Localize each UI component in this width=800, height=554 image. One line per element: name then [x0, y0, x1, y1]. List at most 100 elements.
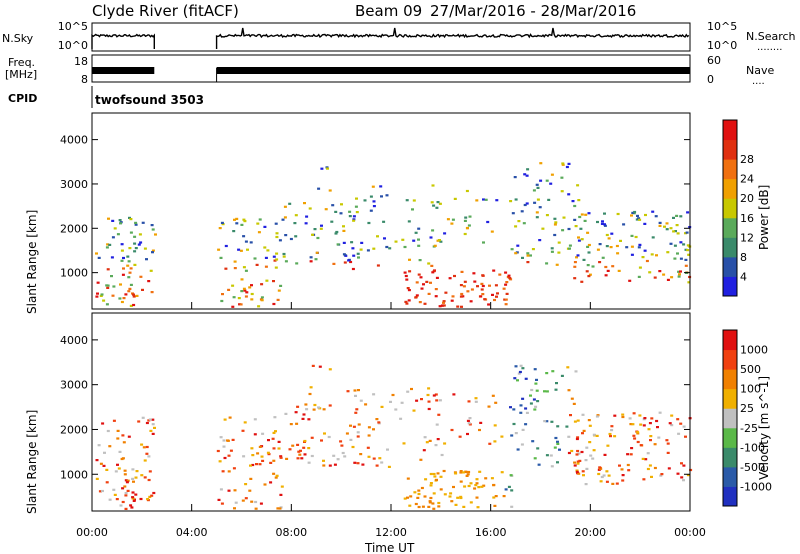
heatmap-cell: [448, 277, 452, 280]
heatmap-cell: [684, 264, 688, 267]
heatmap-cell: [556, 440, 559, 443]
heatmap-cell: [502, 287, 506, 290]
heatmap-cell: [288, 448, 292, 451]
heatmap-cell: [412, 199, 416, 202]
heatmap-cell: [665, 222, 669, 225]
heatmap-cell: [248, 286, 252, 289]
heatmap-cell: [427, 407, 431, 411]
heatmap-cell: [637, 246, 641, 249]
heatmap-cell: [525, 174, 529, 177]
heatmap-cell: [478, 428, 481, 432]
heatmap-cell: [555, 263, 559, 266]
heatmap-cell: [609, 435, 612, 438]
heatmap-cell: [641, 457, 645, 460]
heatmap-cell: [598, 261, 602, 264]
heatmap-cell: [432, 492, 436, 495]
heatmap-cell: [672, 230, 676, 233]
heatmap-cell: [516, 379, 519, 382]
heatmap-cell: [456, 496, 460, 499]
heatmap-cell: [431, 271, 435, 274]
heatmap-cell: [303, 453, 307, 456]
heatmap-cell: [221, 223, 225, 226]
heatmap-cell: [283, 216, 287, 219]
heatmap-cell: [644, 213, 647, 217]
heatmap-cell: [129, 504, 133, 507]
heatmap-cell: [438, 399, 442, 402]
heatmap-cell: [140, 443, 144, 446]
heatmap-cell: [429, 484, 433, 487]
heatmap-cell: [498, 273, 502, 276]
heatmap-cell: [244, 269, 248, 272]
heatmap-cell: [260, 455, 264, 458]
heatmap-cell: [577, 452, 581, 455]
heatmap-cell: [673, 244, 677, 247]
heatmap-cell: [442, 469, 446, 473]
heatmap-cell: [573, 464, 577, 467]
heatmap-cell: [514, 252, 518, 255]
heatmap-cell: [116, 429, 120, 432]
x-tick-label: 20:00: [574, 526, 606, 539]
heatmap-cell: [328, 189, 332, 192]
heatmap-cell: [604, 265, 608, 269]
heatmap-cell: [334, 232, 338, 235]
heatmap-cell: [272, 255, 276, 258]
heatmap-cell: [468, 423, 472, 426]
heatmap-cell: [576, 460, 580, 463]
heatmap-cell: [403, 497, 407, 500]
heatmap-cell: [133, 250, 137, 253]
heatmap-cell: [492, 496, 496, 499]
heatmap-cell: [615, 244, 619, 248]
heatmap-cell: [371, 185, 375, 188]
heatmap-cell: [603, 224, 607, 227]
heatmap-cell: [131, 496, 135, 499]
heatmap-cell: [322, 459, 325, 462]
heatmap-cell: [364, 403, 368, 406]
heatmap-cell: [495, 199, 499, 202]
heatmap-cell: [427, 400, 431, 403]
heatmap-cell: [141, 288, 144, 291]
heatmap-cell: [667, 467, 671, 470]
heatmap-cell: [463, 485, 467, 488]
heatmap-cell: [465, 474, 469, 477]
heatmap-cell: [253, 257, 257, 260]
heatmap-cell: [434, 393, 438, 396]
heatmap-cell: [150, 494, 154, 497]
heatmap-cell: [145, 452, 149, 455]
heatmap-cell: [122, 256, 125, 260]
colorbar-tick-label: 4: [740, 270, 747, 283]
heatmap-cell: [244, 483, 248, 486]
heatmap-cell: [98, 490, 102, 493]
heatmap-cell: [534, 405, 538, 408]
heatmap-cell: [575, 437, 579, 441]
heatmap-cell: [456, 305, 460, 308]
heatmap-cell: [510, 505, 514, 508]
heatmap-cell: [669, 227, 673, 230]
heatmap-cell: [349, 424, 352, 427]
heatmap-cell: [638, 218, 642, 221]
heatmap-cell: [496, 292, 499, 295]
nsearch-label: N.Search: [746, 30, 796, 43]
heatmap-cell: [96, 281, 100, 284]
heatmap-cell: [342, 241, 346, 244]
heatmap-cell: [409, 495, 413, 498]
heatmap-cell: [241, 499, 245, 502]
heatmap-cell: [263, 246, 267, 249]
heatmap-cell: [581, 432, 584, 435]
heatmap-cell: [355, 408, 359, 411]
heatmap-cell: [434, 288, 438, 291]
heatmap-cell: [537, 463, 541, 466]
heatmap-cell: [124, 494, 128, 497]
colorbar-swatch: [723, 256, 737, 277]
heatmap-cell: [597, 472, 601, 476]
heatmap-cell: [232, 296, 236, 299]
heatmap-cell: [560, 176, 564, 179]
nsky-label: N.Sky: [2, 32, 34, 45]
heatmap-cell: [253, 433, 257, 436]
heatmap-cell: [460, 270, 464, 273]
heatmap-cell: [677, 270, 681, 273]
heatmap-cell: [99, 462, 103, 465]
heatmap-cell: [239, 249, 243, 252]
heatmap-cell: [573, 261, 577, 264]
heatmap-cell: [412, 409, 416, 412]
nsearch-dots: ........: [757, 42, 782, 53]
